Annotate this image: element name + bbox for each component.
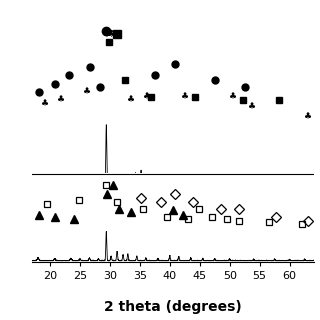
Text: ♣: ♣ bbox=[41, 99, 49, 108]
Text: ♣: ♣ bbox=[143, 92, 151, 101]
Text: ♣: ♣ bbox=[107, 29, 116, 39]
Text: ♣: ♣ bbox=[57, 96, 65, 105]
Text: ♣: ♣ bbox=[248, 102, 257, 111]
Text: ♣: ♣ bbox=[127, 96, 135, 105]
Text: ♣: ♣ bbox=[304, 112, 312, 121]
Text: ♣: ♣ bbox=[83, 87, 91, 96]
Text: ♣: ♣ bbox=[103, 30, 111, 39]
Text: 2 theta (degrees): 2 theta (degrees) bbox=[104, 300, 242, 314]
Text: ♣: ♣ bbox=[181, 92, 189, 101]
Text: ♣: ♣ bbox=[229, 92, 237, 101]
